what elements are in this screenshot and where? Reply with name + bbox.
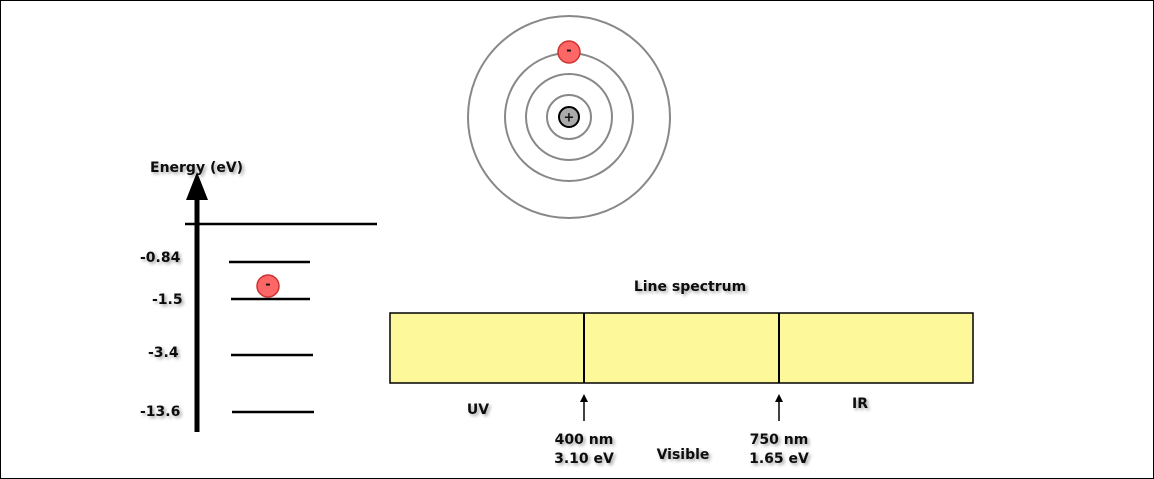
region-label: IR [852, 396, 868, 412]
diagram: + - Energy (eV) -0.84 -1.5 -3.4 -13.6 - … [0, 0, 1154, 479]
level-label: -0.84 [140, 250, 181, 266]
marker-energy: 1.65 eV [749, 451, 809, 467]
region-label: UV [467, 402, 489, 418]
level-label: -1.5 [152, 292, 183, 308]
nucleus-symbol: + [564, 111, 575, 126]
marker-wavelength: 750 nm [750, 432, 809, 448]
spectrum-title: Line spectrum [634, 279, 746, 295]
level-label: -13.6 [140, 404, 180, 420]
marker-energy: 3.10 eV [554, 451, 614, 467]
marker-wavelength: 400 nm [555, 432, 614, 448]
region-label: Visible [657, 447, 710, 463]
level-label: -3.4 [148, 345, 179, 361]
spectrum-band [390, 313, 973, 383]
electron-symbol: - [265, 278, 270, 293]
electron-symbol: - [566, 44, 571, 59]
